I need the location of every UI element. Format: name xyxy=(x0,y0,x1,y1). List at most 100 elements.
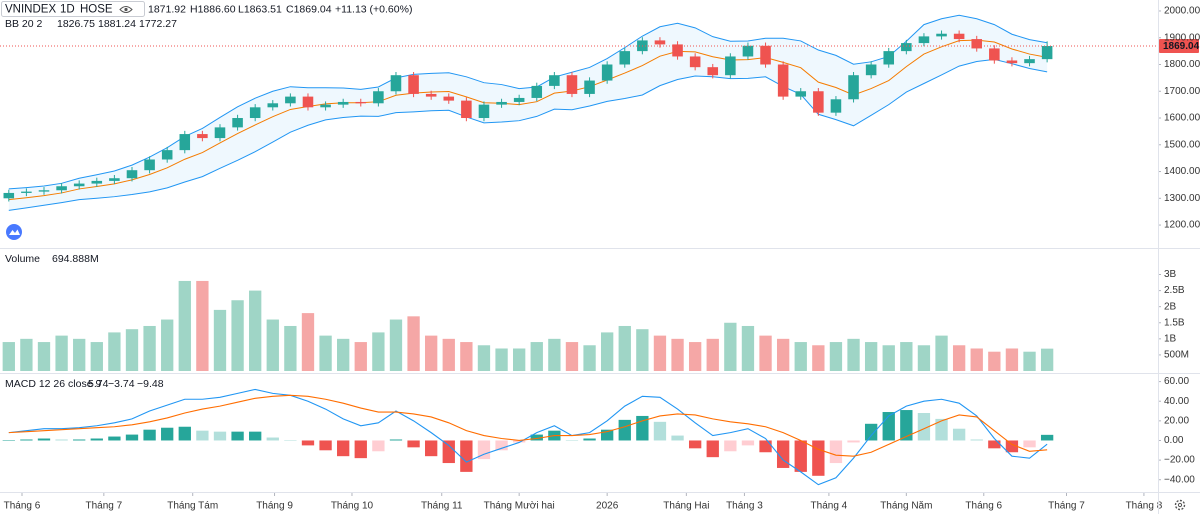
candle-body xyxy=(285,96,296,104)
candle-body xyxy=(566,75,578,94)
candle-body xyxy=(302,96,314,108)
volume-bar xyxy=(548,338,561,371)
histogram-bar xyxy=(442,440,455,464)
volume-bar xyxy=(389,319,403,371)
x-tick-label: Tháng 4 xyxy=(811,501,848,512)
candle-body xyxy=(1024,59,1035,64)
x-tick-label: Tháng 9 xyxy=(256,501,293,512)
histogram-bar xyxy=(653,421,667,441)
y-tick-label: 1B xyxy=(1164,333,1177,344)
histogram-bar xyxy=(477,440,491,460)
candle-body xyxy=(531,85,543,98)
logo[interactable] xyxy=(6,224,22,240)
volume-bar xyxy=(565,342,579,371)
volume-bar xyxy=(618,325,631,371)
volume-bar xyxy=(249,290,262,371)
volume-bar xyxy=(952,345,966,371)
histogram-bar xyxy=(530,434,543,441)
volume-bar xyxy=(196,280,209,371)
candle-body xyxy=(953,33,965,40)
histogram-bar xyxy=(319,440,332,451)
histogram-bar xyxy=(952,428,966,441)
histogram-bar xyxy=(724,440,737,452)
y-tick-label: 2B xyxy=(1164,301,1177,312)
volume-bar xyxy=(688,342,702,371)
eye-pupil xyxy=(124,7,128,12)
candle-body xyxy=(918,36,930,44)
histogram-bar xyxy=(161,427,174,441)
candle-body xyxy=(197,134,208,139)
histogram-bar xyxy=(917,412,931,441)
y-tick-label: −20.00 xyxy=(1164,455,1195,466)
histogram-bar xyxy=(196,430,209,441)
volume-bar xyxy=(636,329,649,371)
y-tick-label: 1800.00 xyxy=(1164,59,1200,70)
volume-bar xyxy=(935,335,948,371)
candle-body xyxy=(883,51,895,65)
last-price-label: 1869.04 xyxy=(1163,41,1200,52)
x-tick-label: Tháng Mười hai xyxy=(484,501,555,512)
volume-bar xyxy=(495,348,508,371)
macd-name: MACD 12 26 close 9 xyxy=(5,378,101,390)
histogram-bar xyxy=(671,435,684,441)
candle-body xyxy=(109,178,120,181)
candle-body xyxy=(355,101,367,104)
histogram-bar xyxy=(900,410,913,441)
histogram-bar xyxy=(90,438,103,441)
overlay-value: 1881.24 xyxy=(98,18,136,30)
interval: 1D xyxy=(60,4,75,16)
eye-icon[interactable] xyxy=(119,6,133,13)
volume-bar xyxy=(776,338,790,371)
volume-bar xyxy=(741,325,755,371)
volume-bar xyxy=(829,342,843,371)
y-tick-label: 60.00 xyxy=(1164,376,1189,387)
y-tick-label: 1400.00 xyxy=(1164,166,1200,177)
volume-bar xyxy=(73,338,86,371)
exchange: HOSE xyxy=(80,4,113,16)
symbol-box[interactable] xyxy=(1,1,145,17)
candle-body xyxy=(1006,60,1018,64)
volume-bar xyxy=(337,338,350,371)
candle-body xyxy=(267,103,279,108)
histogram-bar xyxy=(688,440,702,449)
histogram-bar xyxy=(354,440,367,459)
settings-button[interactable] xyxy=(1174,499,1186,511)
histogram-bar xyxy=(565,440,579,441)
x-tick-label: Tháng Năm xyxy=(880,501,932,512)
volume-bar xyxy=(143,325,156,371)
y-tick-label: 1300.00 xyxy=(1164,193,1200,204)
volume-bar xyxy=(1005,348,1019,371)
ohlc-open: 1871.92 xyxy=(148,3,186,15)
macd-hist-value: 5.74 xyxy=(88,378,109,390)
x-tick-label: Tháng 10 xyxy=(331,501,374,512)
histogram-bar xyxy=(249,431,262,441)
histogram-bar xyxy=(143,429,156,441)
candle-body xyxy=(373,91,384,104)
candle-body xyxy=(971,39,983,49)
candle-body xyxy=(936,33,947,37)
volume-bar xyxy=(37,342,51,371)
volume-bar xyxy=(372,332,385,371)
y-tick-label: 2000.00 xyxy=(1164,6,1200,17)
x-tick-label: Tháng 6 xyxy=(4,501,41,512)
candle-body xyxy=(725,56,736,76)
y-tick-label: 3B xyxy=(1164,269,1177,280)
volume-bar xyxy=(319,335,332,371)
candle-body xyxy=(795,91,807,97)
candle-body xyxy=(232,118,243,128)
y-tick-label: 1900.00 xyxy=(1164,32,1200,43)
candle-body xyxy=(1041,46,1053,60)
histogram-bar xyxy=(600,429,614,441)
histogram-bar xyxy=(759,440,772,453)
volume-bar xyxy=(970,348,983,371)
eye-outline xyxy=(119,6,133,13)
histogram-bar xyxy=(55,439,68,441)
volume-bar xyxy=(477,345,491,371)
histogram-bar xyxy=(829,440,843,464)
candle-body xyxy=(56,186,67,191)
volume-bar xyxy=(812,345,825,371)
histogram-bar xyxy=(231,431,244,441)
candle-body xyxy=(91,180,103,184)
